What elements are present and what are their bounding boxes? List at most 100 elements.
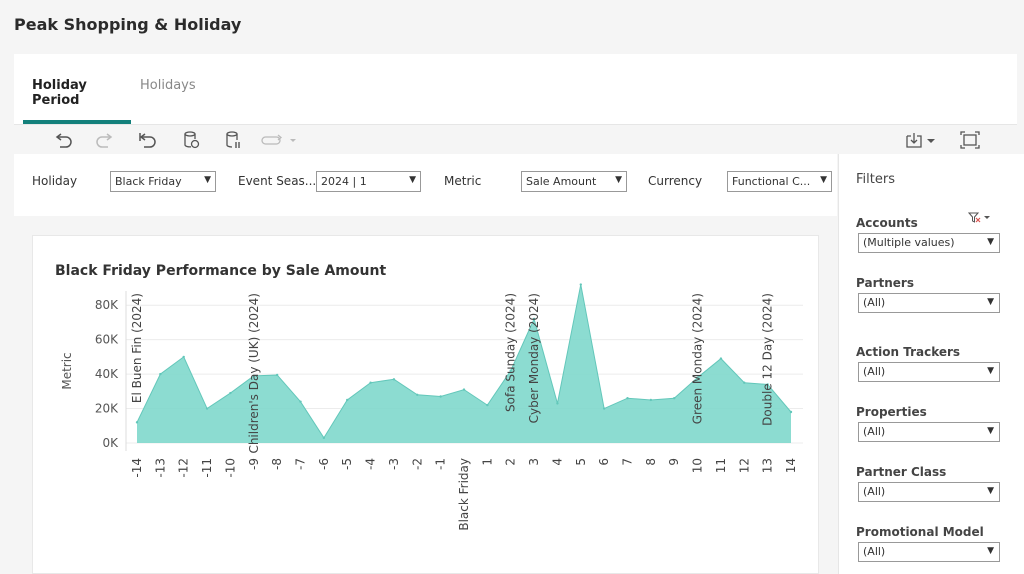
data-point (719, 357, 723, 360)
data-point (556, 402, 559, 405)
redo-icon[interactable] (94, 129, 116, 151)
promotional-model-filter-value: (All) (863, 545, 886, 558)
data-point (509, 369, 512, 372)
filters-title: Filters (856, 172, 895, 187)
chevron-down-icon: ▼ (987, 297, 994, 307)
data-point (696, 376, 699, 379)
x-tick-label: 5 (574, 458, 588, 466)
data-point (275, 373, 279, 377)
x-tick-label: 9 (667, 458, 681, 466)
event-season-value: 2024 | 1 (321, 175, 367, 188)
chevron-down-icon: ▼ (820, 175, 827, 185)
currency-label: Currency (648, 174, 703, 188)
chevron-down-icon: ▼ (987, 546, 994, 556)
x-tick-label: 7 (621, 458, 635, 466)
filter-label-partners: Partners (856, 276, 914, 290)
tab-holidays[interactable]: Holidays (140, 78, 196, 93)
chevron-down-icon: ▼ (987, 366, 994, 376)
area-series (137, 284, 791, 443)
x-tick-label: 12 (737, 458, 751, 473)
holiday-annotation: El Buen Fin (2024) (130, 293, 144, 403)
data-point (789, 410, 793, 414)
fullscreen-icon[interactable] (959, 129, 981, 151)
action-trackers-filter-value: (All) (863, 365, 886, 378)
revert-icon[interactable] (136, 129, 158, 151)
data-point (182, 355, 185, 359)
x-tick-label: -5 (340, 458, 354, 470)
x-tick-label: -3 (387, 458, 401, 470)
chevron-down-icon: ▼ (204, 175, 211, 185)
x-tick-label: 14 (784, 458, 798, 473)
replay-icon[interactable] (260, 129, 302, 151)
x-tick-label: -4 (364, 458, 378, 470)
pause-updates-icon[interactable] (222, 129, 244, 151)
x-tick-label: -10 (223, 458, 237, 478)
toolbar (14, 124, 1017, 154)
y-tick-label: 40K (95, 367, 119, 381)
metric-dropdown[interactable]: Sale Amount ▼ (521, 171, 627, 192)
properties-filter-dropdown[interactable]: (All) ▼ (858, 422, 1000, 442)
data-point (579, 283, 582, 286)
chevron-down-icon: ▼ (987, 426, 994, 436)
download-icon[interactable] (904, 129, 938, 151)
properties-filter-value: (All) (863, 425, 886, 438)
accounts-filter-value: (Multiple values) (863, 236, 955, 249)
holiday-label: Holiday (32, 174, 78, 188)
x-tick-label: -1 (434, 458, 448, 470)
filter-label-action-trackers: Action Trackers (856, 345, 961, 359)
data-point (252, 374, 255, 378)
metric-label: Metric (444, 174, 482, 188)
chart-title: Black Friday Performance by Sale Amount (55, 263, 387, 279)
event-season-dropdown[interactable]: 2024 | 1 ▼ (316, 171, 421, 192)
data-point (369, 381, 372, 384)
y-tick-label: 0K (102, 436, 119, 450)
promotional-model-filter-dropdown[interactable]: (All) ▼ (858, 542, 1000, 562)
x-tick-label: 10 (691, 458, 705, 473)
x-tick-label: -9 (247, 458, 261, 470)
x-tick-label: 3 (527, 458, 541, 466)
x-tick-label: 2 (504, 458, 518, 466)
clear-filter-icon[interactable] (967, 212, 992, 227)
data-point (602, 407, 606, 410)
page-title: Peak Shopping & Holiday (14, 15, 242, 34)
data-point (766, 383, 769, 386)
x-tick-label: 11 (714, 458, 728, 473)
filter-label-promotional-model: Promotional Model (856, 525, 984, 539)
filter-label-partner-class: Partner Class (856, 465, 947, 479)
data-point (439, 395, 442, 398)
x-tick-label: -7 (294, 458, 308, 470)
x-tick-label: -2 (410, 458, 424, 470)
x-tick-label: -8 (270, 458, 284, 470)
tab-holiday-period[interactable]: Holiday Period (23, 78, 131, 124)
chevron-down-icon: ▼ (615, 175, 622, 185)
data-point (205, 407, 209, 410)
refresh-data-icon[interactable] (180, 129, 202, 151)
filters-panel: Filters Accounts (Multiple values) ▼ Part… (838, 154, 1024, 574)
partners-filter-dropdown[interactable]: (All) ▼ (858, 293, 1000, 313)
partner-class-filter-dropdown[interactable]: (All) ▼ (858, 482, 1000, 502)
metric-value: Sale Amount (526, 175, 597, 188)
accounts-filter-dropdown[interactable]: (Multiple values) ▼ (858, 233, 1000, 253)
undo-icon[interactable] (52, 129, 74, 151)
x-tick-label: 1 (480, 458, 494, 466)
x-tick-label: -11 (200, 458, 214, 478)
data-point (673, 397, 676, 400)
x-tick-label: -12 (177, 458, 191, 478)
holiday-annotation: Double 12 Day (2024) (761, 293, 775, 426)
chevron-down-icon: ▼ (987, 486, 994, 496)
x-tick-label: 13 (761, 458, 775, 473)
action-trackers-filter-dropdown[interactable]: (All) ▼ (858, 362, 1000, 382)
partners-filter-value: (All) (863, 296, 886, 309)
holiday-annotation: Cyber Monday (2024) (527, 293, 541, 423)
chevron-down-icon: ▼ (987, 237, 994, 247)
holiday-dropdown[interactable]: Black Friday ▼ (110, 171, 216, 192)
data-point (229, 391, 232, 395)
holiday-annotation: Sofa Sunday (2024) (504, 293, 518, 412)
x-tick-label: -13 (153, 458, 167, 478)
data-point (299, 400, 302, 403)
event-season-label: Event Seas... (238, 174, 317, 188)
data-point (416, 393, 419, 396)
currency-dropdown[interactable]: Functional C... ▼ (727, 171, 832, 192)
currency-value: Functional C... (732, 175, 811, 188)
